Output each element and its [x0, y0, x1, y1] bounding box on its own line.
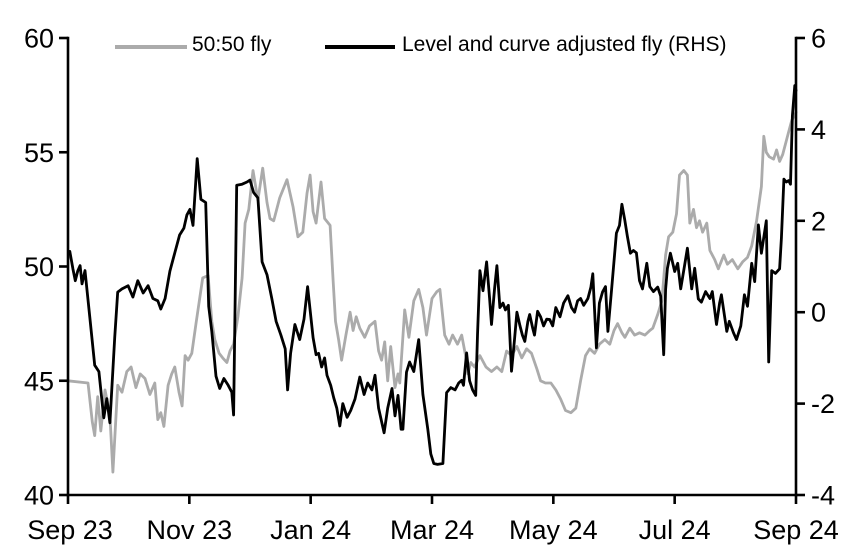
x-axis-tick-label: May 24 [509, 515, 598, 545]
legend-label-5050-fly: 50:50 fly [192, 33, 272, 56]
right-axis-tick-label: 4 [811, 115, 826, 145]
right-axis-tick-label: -2 [811, 389, 835, 419]
series-line-adjusted-fly [68, 84, 798, 466]
x-axis-tick-label: Nov 23 [147, 515, 233, 545]
x-axis-tick-label: Jul 24 [639, 515, 711, 545]
left-axis-tick-label: 55 [24, 138, 54, 168]
left-axis-tick-label: 40 [24, 481, 54, 511]
right-axis-tick-label: 0 [811, 298, 826, 328]
right-axis-tick-label: 6 [811, 24, 826, 54]
right-axis-tick-label: -4 [811, 481, 835, 511]
series-line-5050-fly [66, 110, 798, 474]
left-axis-tick-label: 50 [24, 252, 54, 282]
left-axis-tick-label: 45 [24, 366, 54, 396]
x-axis-tick-label: Sep 23 [27, 515, 113, 545]
x-axis-tick-label: Jan 24 [270, 515, 351, 545]
left-axis-tick-label: 60 [24, 24, 54, 54]
right-axis-tick-label: 2 [811, 206, 826, 236]
x-axis-tick-label: Mar 24 [390, 515, 474, 545]
legend-label-adjusted-fly: Level and curve adjusted fly (RHS) [402, 33, 727, 56]
x-axis-tick-label: Sep 24 [753, 515, 839, 545]
legend-line-5050-fly [115, 45, 187, 49]
legend-line-adjusted-fly [325, 45, 395, 49]
